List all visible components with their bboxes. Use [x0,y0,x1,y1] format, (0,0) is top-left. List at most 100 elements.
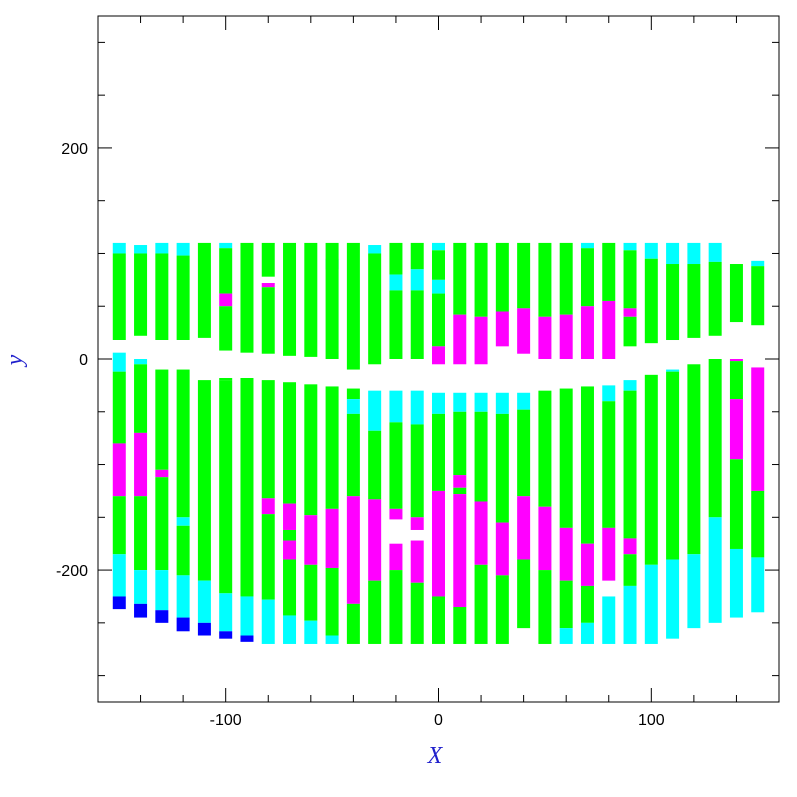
cell-col3-seg0 [176,242,190,256]
cell-col11-seg2 [346,399,360,414]
cell-col26-seg3 [666,371,680,560]
cell-col22-seg6 [580,622,594,644]
cell-col19-seg3 [517,409,531,497]
cell-col17-seg0 [474,242,488,317]
cell-col19-seg2 [517,392,531,410]
cell-col3-seg6 [176,617,190,632]
cell-col13-seg3 [389,390,403,423]
cell-col8-seg2 [283,503,297,530]
cell-col18-seg1 [495,311,509,347]
cell-col9-seg1 [304,384,318,516]
cell-col0-seg6 [112,554,126,597]
cell-col24-seg1 [623,250,637,309]
cell-col2-seg1 [155,253,169,340]
cell-col24-seg0 [623,242,637,251]
cell-col29-seg2 [729,361,743,400]
cell-col17-seg4 [474,501,488,565]
cell-col25-seg2 [644,374,658,565]
cell-col1-seg1 [134,253,148,336]
cell-col5-seg6 [219,593,233,632]
cell-col1-seg2 [134,359,148,365]
cell-col4-seg1 [197,380,211,581]
cell-col21-seg4 [559,580,573,629]
cell-col16-seg6 [453,494,467,608]
cell-col15-seg5 [432,392,445,414]
cell-col10-seg4 [325,567,339,636]
cell-col19-seg4 [517,496,531,560]
cell-col0-seg2 [112,352,126,372]
cell-col14-seg7 [410,582,424,644]
y-axis-title: y [2,354,28,367]
cell-col12-seg0 [368,245,382,254]
cell-col16-seg7 [453,607,467,644]
y-tick-label: 0 [79,352,88,369]
cell-col27-seg0 [687,242,701,265]
cell-col0-seg3 [112,371,126,444]
cell-col14-seg6 [410,540,424,583]
cell-col23-seg3 [602,401,616,528]
cell-col1-seg0 [134,245,148,254]
cell-col11-seg3 [346,413,360,497]
cell-col28-seg3 [708,517,722,623]
cell-col16-seg0 [453,242,467,315]
cell-col29-seg4 [729,459,743,549]
cell-col15-seg8 [432,596,445,644]
cell-col10-seg5 [325,635,339,644]
cell-col7-seg4 [261,498,275,515]
cell-col19-seg5 [517,559,531,629]
cell-col2-seg2 [155,369,169,470]
cell-col9-seg4 [304,620,318,644]
cell-col26-seg0 [666,242,680,265]
cell-col22-seg4 [580,543,594,586]
cell-col22-seg2 [580,306,594,359]
cell-col24-seg8 [623,585,637,644]
cell-col5-seg1 [219,248,233,294]
cell-col30-seg1 [751,266,765,326]
cell-col20-seg4 [538,570,552,644]
y-tick-labels: -200 0 200 [56,141,88,580]
cell-col18-seg4 [495,522,509,576]
cell-col16-seg4 [453,475,467,488]
cell-col11-seg5 [346,603,360,644]
cell-col3-seg2 [176,369,190,518]
cell-col9-seg0 [304,242,318,357]
cell-col0-seg5 [112,496,126,555]
cell-col30-seg3 [751,490,765,558]
cell-col24-seg6 [623,538,637,555]
cell-col3-seg5 [176,575,190,618]
cell-col5-seg0 [219,242,233,249]
cell-col1-seg4 [134,432,148,497]
cell-col1-seg3 [134,364,148,433]
cell-col15-seg4 [432,346,445,365]
cell-col28-seg1 [708,261,722,336]
cell-col21-seg2 [559,388,573,528]
cell-col27-seg2 [687,364,701,555]
cell-col22-seg1 [580,248,594,307]
cell-col15-seg7 [432,490,445,597]
cell-col27-seg1 [687,264,701,338]
cell-col21-seg5 [559,628,573,644]
cell-col13-seg1 [389,274,403,291]
cell-col14-seg1 [410,269,424,291]
cell-col18-seg3 [495,413,509,523]
cell-col10-seg3 [325,508,339,568]
cell-col13-seg2 [389,290,403,359]
cell-col7-seg2 [261,287,275,354]
cell-col20-seg2 [538,390,552,507]
cell-col13-seg0 [389,242,403,275]
cell-col6-seg3 [240,635,254,642]
cell-col0-seg1 [112,253,126,340]
cell-col12-seg2 [368,390,382,431]
cell-col27-seg3 [687,554,701,629]
cell-col5-seg2 [219,293,233,307]
cell-col14-seg4 [410,424,424,518]
cell-col18-seg5 [495,575,509,644]
cell-col5-seg3 [219,306,233,351]
cell-col29-seg3 [729,399,743,460]
cell-col3-seg1 [176,255,190,340]
cell-col17-seg2 [474,392,488,412]
cell-col8-seg0 [283,242,297,356]
cell-col30-seg2 [751,367,765,491]
cell-col8-seg4 [283,540,297,560]
cell-col11-seg1 [346,388,360,400]
